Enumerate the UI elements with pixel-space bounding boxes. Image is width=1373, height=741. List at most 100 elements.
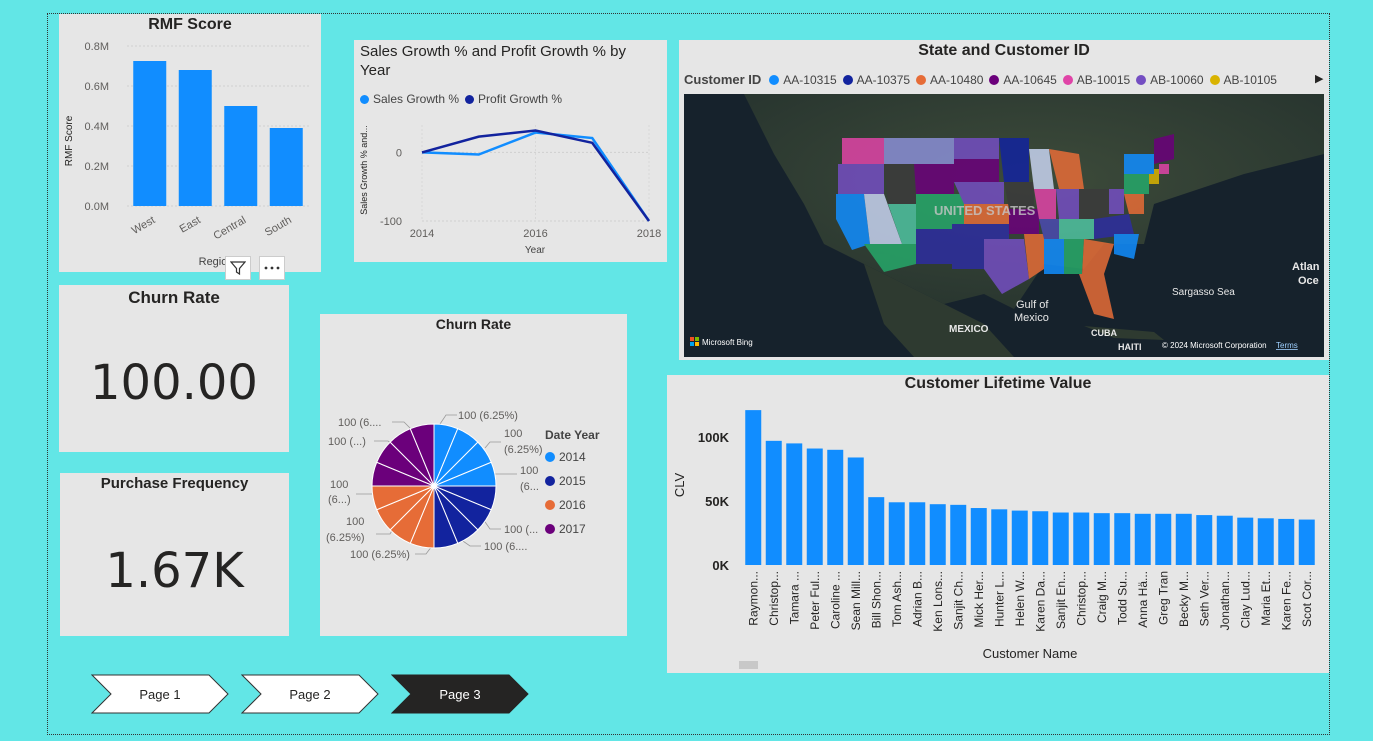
churn-rate-pie-visual[interactable]: Churn Rate 100 (6.25%) 100 (6.25%) 100 (… [320, 314, 627, 636]
legend-profit-growth[interactable]: Profit Growth % [465, 92, 562, 106]
map-legend-label: AA-10480 [930, 72, 984, 87]
clv-x-tick: Anna Hä... [1136, 571, 1150, 628]
clv-x-tick: Christop... [1074, 571, 1088, 626]
more-options-icon[interactable] [259, 256, 285, 280]
map-legend-item[interactable]: AA-10645 [989, 73, 1057, 87]
map-legend-label: AA-10375 [856, 72, 911, 87]
legend-sales-growth[interactable]: Sales Growth % [360, 92, 459, 106]
clv-x-tick: Jonathan... [1218, 571, 1232, 630]
rmf-bar-chart: RMF Score Regio 0.0M 0.2M 0.4M 0.6M 0.8M West… [64, 41, 309, 268]
us-map: UNITED STATES Gulf of Mexico MEXICO CUBA… [684, 94, 1324, 357]
rmf-y-tick: 0.2M [85, 161, 109, 173]
clv-bar [1011, 510, 1028, 565]
map-legend-item[interactable]: AB-10060 [1136, 73, 1204, 87]
pie-label-9: 100 (...) [328, 436, 366, 448]
clv-bar [847, 457, 864, 565]
churn-pie-title: Churn Rate [435, 316, 512, 332]
clv-bar [1278, 518, 1295, 565]
sales-growth-x-axis-label: Year [525, 245, 546, 256]
sales-growth-title-line2: Year [360, 62, 391, 79]
page-tab-label: Page 2 [289, 686, 331, 702]
pie-legend-item[interactable]: 2016 [545, 498, 600, 512]
page-tab-3[interactable]: Page 3 [391, 674, 529, 714]
sales-growth-legend: Sales Growth % Profit Growth % [360, 92, 562, 106]
page-tab-shape [241, 674, 379, 714]
page-tab-1[interactable]: Page 1 [91, 674, 229, 714]
bing-logo-icon [690, 337, 699, 346]
page-tab-2[interactable]: Page 2 [241, 674, 379, 714]
clv-x-tick: Becky M... [1177, 571, 1191, 627]
clv-bar [970, 508, 987, 565]
clv-bar [1196, 515, 1213, 565]
map-label-cuba: CUBA [1091, 328, 1117, 338]
map-label-atlantic-2: Oce [1298, 275, 1319, 287]
pie-legend-label: 2015 [559, 474, 586, 488]
clv-x-tick: Scot Cor... [1300, 571, 1314, 627]
churn-rate-card[interactable]: Churn Rate 100.00 [59, 285, 289, 452]
pie-legend-item[interactable]: 2017 [545, 522, 600, 536]
sales-growth-visual[interactable]: Sales Growth % and Profit Growth % by Ye… [354, 40, 667, 262]
clv-x-tick: Maria Et... [1259, 571, 1273, 626]
legend-sales-growth-label: Sales Growth % [373, 92, 460, 106]
clv-x-tick: Helen W... [1013, 571, 1027, 626]
pie-legend-item[interactable]: 2014 [545, 450, 600, 464]
clv-bar [1093, 513, 1110, 565]
clv-x-tick: Caroline ... [828, 571, 842, 629]
pie-label-7b: (6.25%) [326, 532, 365, 544]
map-legend-item[interactable]: AB-10105 [1209, 72, 1277, 87]
map-legend-item[interactable]: AA-10480 [916, 73, 983, 87]
legend-dot-icon [989, 74, 1000, 85]
clv-x-tick: Sean Mill... [849, 571, 863, 630]
clv-x-tick: Clay Lud... [1238, 571, 1252, 628]
map-canvas[interactable]: UNITED STATES Gulf of Mexico MEXICO CUBA… [684, 94, 1324, 357]
rmf-bar [178, 70, 212, 206]
purchase-frequency-card[interactable]: Purchase Frequency 1.67K [60, 473, 289, 636]
map-legend-item[interactable]: AB-10015 [1062, 73, 1130, 87]
clv-x-tick: Todd Su... [1115, 571, 1129, 625]
clv-x-tick: Tom Ash... [890, 571, 904, 627]
clv-bar [1298, 519, 1315, 565]
clv-x-tick: Seth Ver... [1197, 571, 1211, 626]
pie-label-8a: 100 [330, 479, 348, 491]
clv-x-tick: Bill Shon... [869, 571, 883, 628]
clv-x-tick: Adrian B... [910, 571, 924, 627]
map-legend-label: AB-10105 [1223, 72, 1277, 87]
clv-x-tick: Sanjit En... [1054, 571, 1068, 629]
clv-bar [1032, 511, 1049, 565]
map-label-gulf-1: Gulf of [1016, 299, 1049, 311]
clv-x-tick: Karen Da... [1033, 571, 1047, 632]
churn-card-title: Churn Rate [128, 288, 220, 307]
map-legend-item[interactable]: AA-10315 [769, 73, 837, 87]
map-terms-link[interactable]: Terms [1276, 341, 1298, 350]
clv-bar [1237, 517, 1254, 565]
purchase-card-value: 1.67K [105, 543, 244, 599]
filter-icon[interactable] [225, 256, 251, 280]
clv-x-tick: Sanjit Ch... [951, 571, 965, 630]
customer-lifetime-value-visual[interactable]: Customer Lifetime Value CLV Customer Nam… [667, 375, 1329, 673]
pie-legend-label: 2014 [559, 450, 586, 464]
sg-series-line [421, 131, 651, 222]
pie-label-6: 100 (6.25%) [350, 549, 410, 561]
clv-x-tick: Tamara ... [787, 571, 801, 624]
sales-growth-y-axis-label: Sales Growth % and... [359, 125, 369, 215]
map-legend-item[interactable]: AA-10375 [842, 72, 911, 87]
pie-label-2b: (6.25%) [504, 444, 543, 456]
state-customer-map-visual[interactable]: State and Customer ID Customer ID AA-103… [679, 40, 1329, 360]
clv-bar [1114, 513, 1131, 565]
mexico-land [864, 264, 1014, 357]
legend-next-arrow-icon[interactable]: ▶ [1315, 73, 1324, 85]
rmf-score-visual[interactable]: RMF Score RMF Score Regio 0.0M 0.2M 0.4M 0.… [59, 14, 321, 272]
sales-growth-line-chart: Sales Growth % and... Year 0 -100 2014 2016… [359, 125, 661, 256]
pie-label-5: 100 (6.... [484, 541, 527, 553]
rmf-y-tick: 0.8M [85, 41, 109, 53]
clv-x-tick: Greg Tran [1156, 571, 1170, 625]
pie-legend-item[interactable]: 2015 [545, 474, 600, 488]
clv-bar [991, 509, 1008, 565]
clv-bar [868, 497, 885, 565]
legend-dot-icon [1062, 74, 1073, 85]
rmf-x-tick: East [178, 214, 203, 235]
map-label-atlantic-1: Atlan [1292, 261, 1320, 273]
clv-scrollbar[interactable] [739, 661, 758, 669]
clv-x-tick: Hunter L... [992, 571, 1006, 627]
map-title: State and Customer ID [918, 42, 1090, 59]
